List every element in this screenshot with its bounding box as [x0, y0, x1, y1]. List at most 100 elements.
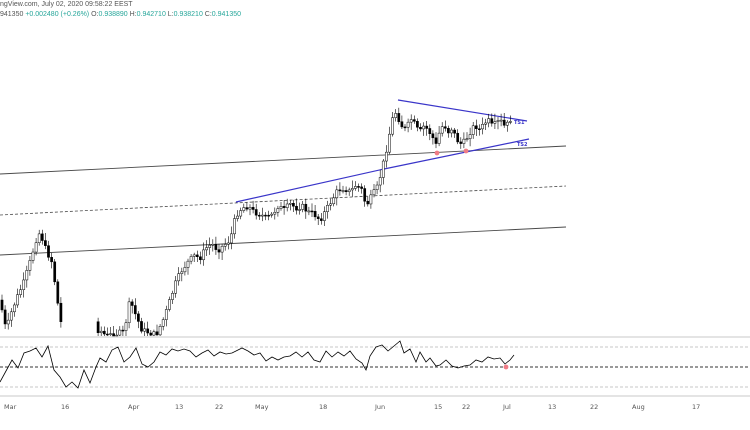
candle-body [304, 203, 308, 212]
candle-body [366, 200, 370, 205]
candle-body [313, 211, 317, 218]
candle-body [416, 121, 419, 128]
open-label: O: [91, 11, 99, 18]
candle-body [400, 121, 404, 128]
annotation-ts2: TS2 [517, 142, 528, 148]
candle-body [276, 208, 280, 213]
candle-body [214, 244, 218, 250]
candle-body [261, 214, 264, 217]
candle-body [298, 209, 301, 211]
candle-body [34, 242, 38, 253]
candle-body [146, 328, 150, 334]
x-axis-label: Jun [374, 403, 385, 411]
candle-body [99, 330, 103, 333]
x-axis-label: 22 [462, 403, 470, 411]
candle-body [53, 261, 57, 283]
candle-body [412, 119, 416, 122]
candle-body [96, 321, 100, 333]
low-label: L: [167, 11, 174, 18]
candle-body [264, 214, 267, 217]
candle-body [226, 242, 230, 245]
candle-body [211, 244, 215, 246]
candle-body [431, 133, 435, 139]
candle-body [484, 122, 487, 125]
candle-body [381, 160, 385, 178]
candle-body [28, 260, 32, 271]
candle-body [47, 245, 50, 258]
candle-body [509, 121, 512, 123]
candle-body [158, 326, 162, 336]
candle-body [152, 331, 156, 336]
candle-body [106, 333, 109, 336]
candle-body [319, 218, 323, 221]
candle-body [326, 204, 329, 212]
candle-body [394, 113, 398, 118]
candle-body [109, 333, 112, 335]
candle-body [481, 124, 484, 130]
candle-body [202, 249, 205, 261]
candle-body [471, 125, 475, 135]
candle-body [233, 218, 236, 235]
candle-body [143, 328, 146, 332]
x-axis-label: 13 [175, 403, 183, 411]
resistance-trendline [397, 99, 528, 122]
candle-body [357, 186, 360, 188]
candle-body [341, 190, 345, 192]
high-label: H: [129, 11, 137, 18]
candle-body [465, 138, 469, 140]
candle-body [338, 189, 342, 192]
candle-body [124, 322, 128, 331]
candle-body [130, 301, 134, 306]
candle-body [307, 210, 311, 213]
candle-series [0, 107, 512, 337]
candle-body [301, 203, 305, 210]
candle-body [6, 319, 10, 325]
x-axis-label: 22 [215, 403, 223, 411]
x-axis: Mar 16 Apr 13 22 May 18 Jun 15 22 Jul 13… [4, 403, 700, 411]
candle-body [3, 309, 7, 325]
candle-body [9, 311, 13, 321]
candle-body [285, 203, 289, 208]
x-axis-label: May [255, 403, 269, 411]
candle-body [447, 128, 450, 134]
candle-body [282, 206, 286, 208]
candle-body [332, 197, 336, 205]
candle-body [183, 267, 187, 273]
candle-body [474, 125, 478, 129]
candle-body [177, 273, 181, 282]
x-axis-label: Mar [4, 403, 17, 411]
candle-body [434, 137, 438, 144]
candle-body [0, 299, 4, 311]
candle-body [363, 188, 367, 202]
candle-body [462, 138, 466, 144]
candle-body [236, 215, 239, 219]
candle-body [25, 270, 29, 281]
candle-body [478, 128, 481, 130]
high-value: 0.942710 [136, 11, 166, 18]
x-axis-label: 16 [61, 403, 69, 411]
candle-body [316, 216, 320, 219]
x-axis-label: 13 [548, 403, 556, 411]
swing-low-marker [463, 148, 469, 154]
candle-body [385, 151, 388, 162]
candle-body [295, 205, 298, 211]
candle-body [428, 128, 432, 134]
candle-body [388, 133, 391, 153]
candle-body [403, 126, 407, 129]
candle-body [496, 120, 500, 122]
candle-body [406, 121, 410, 128]
candle-body [248, 207, 252, 210]
candle-body [127, 301, 131, 324]
candle-body [50, 257, 53, 263]
rsi-line [0, 340, 515, 389]
annotation-ts1: TS1 [514, 120, 525, 126]
candle-body [102, 330, 106, 335]
candle-body [502, 119, 506, 126]
candle-body [273, 211, 277, 215]
candle-body [443, 126, 447, 129]
candle-body [118, 329, 122, 336]
candle-body [372, 189, 376, 196]
candle-body [180, 271, 184, 274]
candle-body [323, 211, 326, 221]
